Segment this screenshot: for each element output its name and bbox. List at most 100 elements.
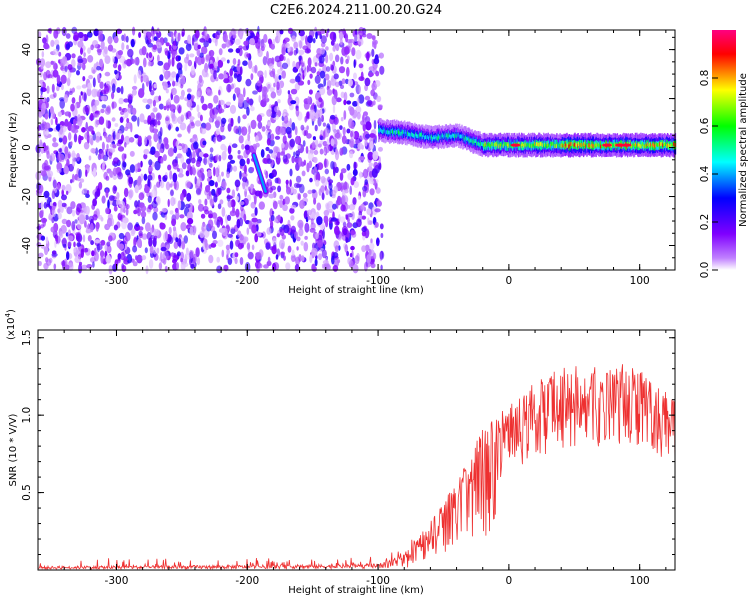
noise-blob bbox=[51, 217, 55, 224]
noise-blob bbox=[58, 137, 63, 143]
noise-blob bbox=[214, 154, 219, 161]
noise-blob bbox=[53, 29, 59, 39]
signal-track-cell bbox=[600, 144, 602, 149]
noise-blob bbox=[73, 133, 78, 143]
noise-blob bbox=[289, 78, 296, 84]
noise-blob bbox=[77, 31, 84, 39]
noise-blob bbox=[186, 93, 192, 100]
noise-blob bbox=[313, 166, 318, 176]
colorbar-ticks: 0.00.20.40.60.8 bbox=[699, 70, 718, 278]
signal-track-cell bbox=[450, 134, 452, 139]
noise-blob bbox=[155, 41, 162, 49]
noise-blob bbox=[226, 171, 230, 179]
noise-blob bbox=[329, 52, 334, 62]
noise-blob bbox=[368, 162, 373, 167]
signal-track-cell bbox=[383, 127, 385, 132]
noise-blob bbox=[331, 255, 335, 265]
noise-blob bbox=[40, 81, 44, 88]
noise-blob bbox=[271, 169, 277, 178]
noise-blob bbox=[232, 93, 236, 101]
noise-blob bbox=[324, 73, 330, 81]
noise-blob bbox=[128, 176, 133, 185]
noise-blob bbox=[315, 173, 321, 182]
noise-blob bbox=[213, 61, 218, 69]
noise-blob bbox=[179, 122, 187, 131]
signal-track-cell bbox=[564, 143, 566, 148]
noise-blob bbox=[255, 252, 262, 260]
noise-blob bbox=[321, 192, 325, 201]
noise-blob bbox=[64, 118, 69, 127]
noise-blob bbox=[323, 215, 329, 224]
signal-track-cell bbox=[432, 137, 434, 141]
noise-blob bbox=[51, 83, 55, 93]
noise-blob bbox=[119, 116, 124, 123]
noise-blob bbox=[312, 136, 316, 141]
noise-blob bbox=[270, 185, 277, 191]
snr-y-tick-label: 1.5 bbox=[21, 329, 33, 346]
colorbar-tick-label: 0.8 bbox=[699, 70, 711, 87]
noise-blob bbox=[248, 220, 253, 230]
noise-blob bbox=[218, 89, 221, 96]
noise-blob bbox=[209, 180, 215, 187]
noise-blob bbox=[315, 232, 319, 240]
noise-blob bbox=[144, 247, 148, 254]
noise-blob bbox=[340, 56, 344, 65]
signal-track-cell bbox=[499, 143, 502, 148]
noise-blob bbox=[138, 32, 142, 38]
snr-x-axis-label: Height of straight line (km) bbox=[288, 585, 424, 596]
noise-blob bbox=[290, 225, 296, 235]
signal-track-cell bbox=[483, 143, 485, 148]
noise-blob bbox=[349, 106, 355, 116]
signal-track-cell bbox=[504, 142, 506, 146]
noise-blob bbox=[145, 104, 150, 110]
signal-track-cell bbox=[553, 141, 555, 151]
colorbar-tick-label: 0.6 bbox=[699, 117, 711, 134]
noise-blob bbox=[185, 43, 192, 52]
signal-track-cell bbox=[528, 142, 530, 147]
signal-track-cell bbox=[672, 142, 674, 151]
signal-track-cell bbox=[473, 141, 476, 145]
noise-blob bbox=[65, 33, 71, 39]
noise-blob bbox=[270, 214, 275, 222]
noise-blob bbox=[100, 40, 105, 50]
noise-blob bbox=[329, 114, 336, 120]
signal-track-cell bbox=[573, 142, 575, 147]
noise-blob bbox=[95, 147, 98, 156]
noise-blob bbox=[59, 98, 65, 109]
noise-blob bbox=[134, 163, 138, 173]
noise-blob bbox=[277, 68, 283, 75]
signal-track-cell bbox=[546, 141, 549, 146]
noise-blob bbox=[227, 199, 233, 208]
noise-blob bbox=[301, 170, 306, 177]
noise-blob bbox=[317, 239, 324, 248]
noise-blob bbox=[283, 224, 290, 234]
noise-blob bbox=[349, 150, 354, 159]
signal-track-cell bbox=[563, 143, 565, 148]
noise-blob bbox=[364, 138, 368, 147]
signal-track-cell bbox=[378, 128, 380, 133]
signal-track-cell bbox=[467, 137, 469, 142]
signal-track-cell bbox=[593, 144, 595, 148]
noise-blob bbox=[66, 190, 69, 195]
signal-track-cell bbox=[556, 139, 558, 149]
noise-blob bbox=[148, 83, 152, 92]
signal-track-cell bbox=[547, 144, 549, 148]
signal-track-cell bbox=[560, 143, 563, 148]
noise-blob bbox=[213, 136, 217, 144]
signal-track-cell bbox=[566, 143, 568, 148]
noise-blob bbox=[199, 127, 207, 135]
noise-blob bbox=[76, 242, 81, 247]
signal-track-cell bbox=[665, 142, 667, 146]
signal-track-cell bbox=[455, 134, 458, 138]
noise-blob bbox=[111, 117, 116, 122]
noise-blob bbox=[45, 236, 49, 245]
noise-blob bbox=[343, 99, 347, 106]
noise-blob bbox=[113, 205, 118, 212]
signal-track-cell bbox=[495, 141, 498, 146]
noise-blob bbox=[237, 115, 241, 124]
signal-track-cell bbox=[666, 142, 669, 147]
noise-blob bbox=[105, 207, 110, 215]
noise-blob bbox=[231, 83, 234, 90]
signal-track-cell bbox=[429, 134, 431, 139]
